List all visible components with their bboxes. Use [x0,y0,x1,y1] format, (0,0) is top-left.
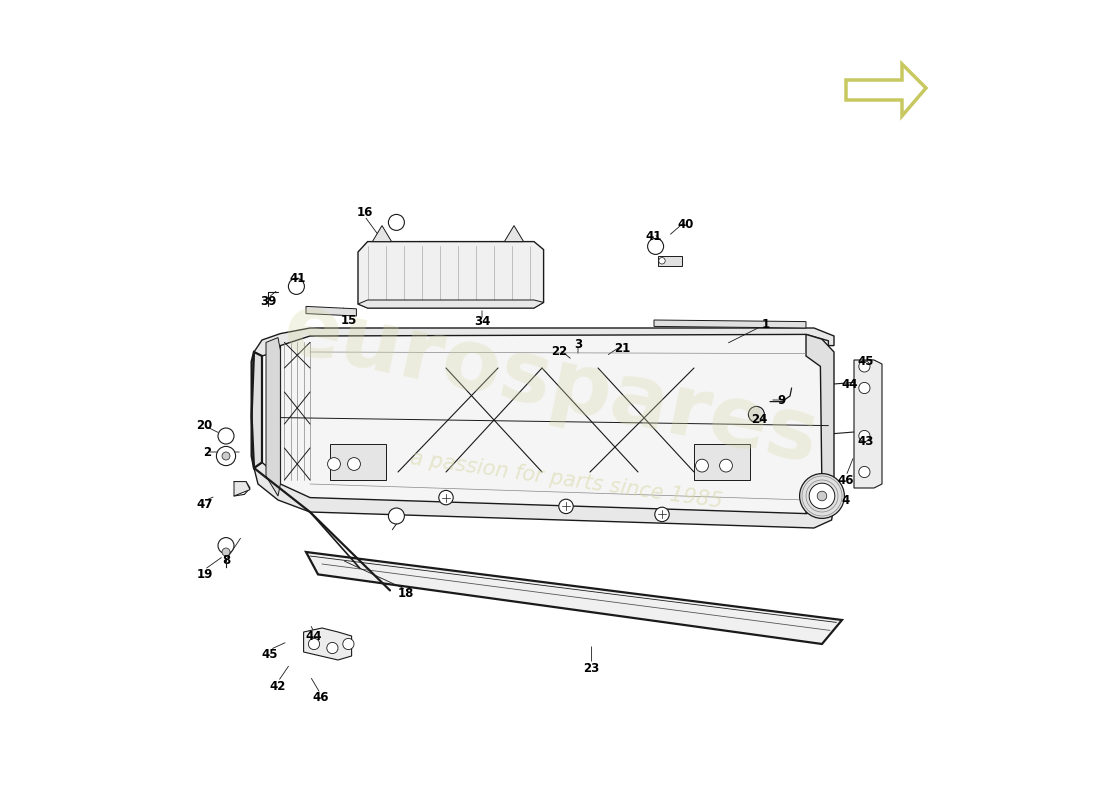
Text: 23: 23 [583,662,600,674]
Circle shape [817,491,827,501]
Text: 45: 45 [262,648,278,661]
Polygon shape [694,444,750,480]
Circle shape [328,458,340,470]
Polygon shape [306,306,356,316]
Circle shape [388,214,405,230]
Polygon shape [654,320,806,328]
Circle shape [719,459,733,472]
Text: 40: 40 [678,218,694,230]
Circle shape [859,466,870,478]
Polygon shape [358,300,543,308]
Text: 15: 15 [340,314,356,326]
Circle shape [222,452,230,460]
Circle shape [810,483,835,509]
Text: 22: 22 [551,346,568,358]
Text: 2: 2 [204,446,211,458]
Text: 19: 19 [196,568,212,581]
Circle shape [859,382,870,394]
Circle shape [748,406,764,422]
Text: 16: 16 [356,206,373,218]
Text: 41: 41 [646,230,662,242]
Text: 4: 4 [842,494,850,506]
Circle shape [695,459,708,472]
Text: 47: 47 [196,498,212,510]
Text: 24: 24 [751,413,768,426]
Text: 9: 9 [778,394,786,406]
Circle shape [222,548,230,556]
Text: 18: 18 [398,587,415,600]
Polygon shape [252,352,262,468]
Polygon shape [854,360,882,488]
Circle shape [859,430,870,442]
Polygon shape [358,242,543,308]
Text: 39: 39 [261,295,276,308]
Circle shape [648,238,663,254]
Text: 46: 46 [838,474,855,486]
Text: 45: 45 [858,355,874,368]
Polygon shape [330,444,386,480]
Circle shape [308,638,320,650]
Polygon shape [306,552,842,644]
Circle shape [439,490,453,505]
Polygon shape [254,328,834,356]
Text: 1: 1 [762,318,770,330]
Text: 34: 34 [474,315,491,328]
Text: 8: 8 [222,554,230,566]
Polygon shape [280,334,828,514]
Text: 42: 42 [270,680,286,693]
Circle shape [218,428,234,444]
Circle shape [559,499,573,514]
Text: 44: 44 [842,378,858,390]
Circle shape [800,474,845,518]
Polygon shape [254,462,834,528]
Circle shape [217,446,235,466]
Text: 43: 43 [858,435,874,448]
Polygon shape [234,482,250,496]
Circle shape [288,278,305,294]
Text: 41: 41 [289,272,306,285]
Text: 20: 20 [196,419,212,432]
Circle shape [659,258,666,264]
Text: 3: 3 [574,338,582,350]
Text: 44: 44 [306,630,322,642]
Text: eurospares: eurospares [275,286,825,482]
Text: 21: 21 [614,342,630,354]
Circle shape [343,638,354,650]
Polygon shape [304,628,352,660]
Polygon shape [505,226,524,242]
Circle shape [654,507,669,522]
Polygon shape [658,256,682,266]
Polygon shape [806,334,834,514]
Text: 46: 46 [312,691,329,704]
Circle shape [218,538,234,554]
Polygon shape [266,338,280,496]
Polygon shape [373,226,392,242]
Circle shape [348,458,361,470]
Circle shape [859,361,870,372]
Circle shape [327,642,338,654]
Text: a passion for parts since 1985: a passion for parts since 1985 [408,448,724,512]
Circle shape [388,508,405,524]
